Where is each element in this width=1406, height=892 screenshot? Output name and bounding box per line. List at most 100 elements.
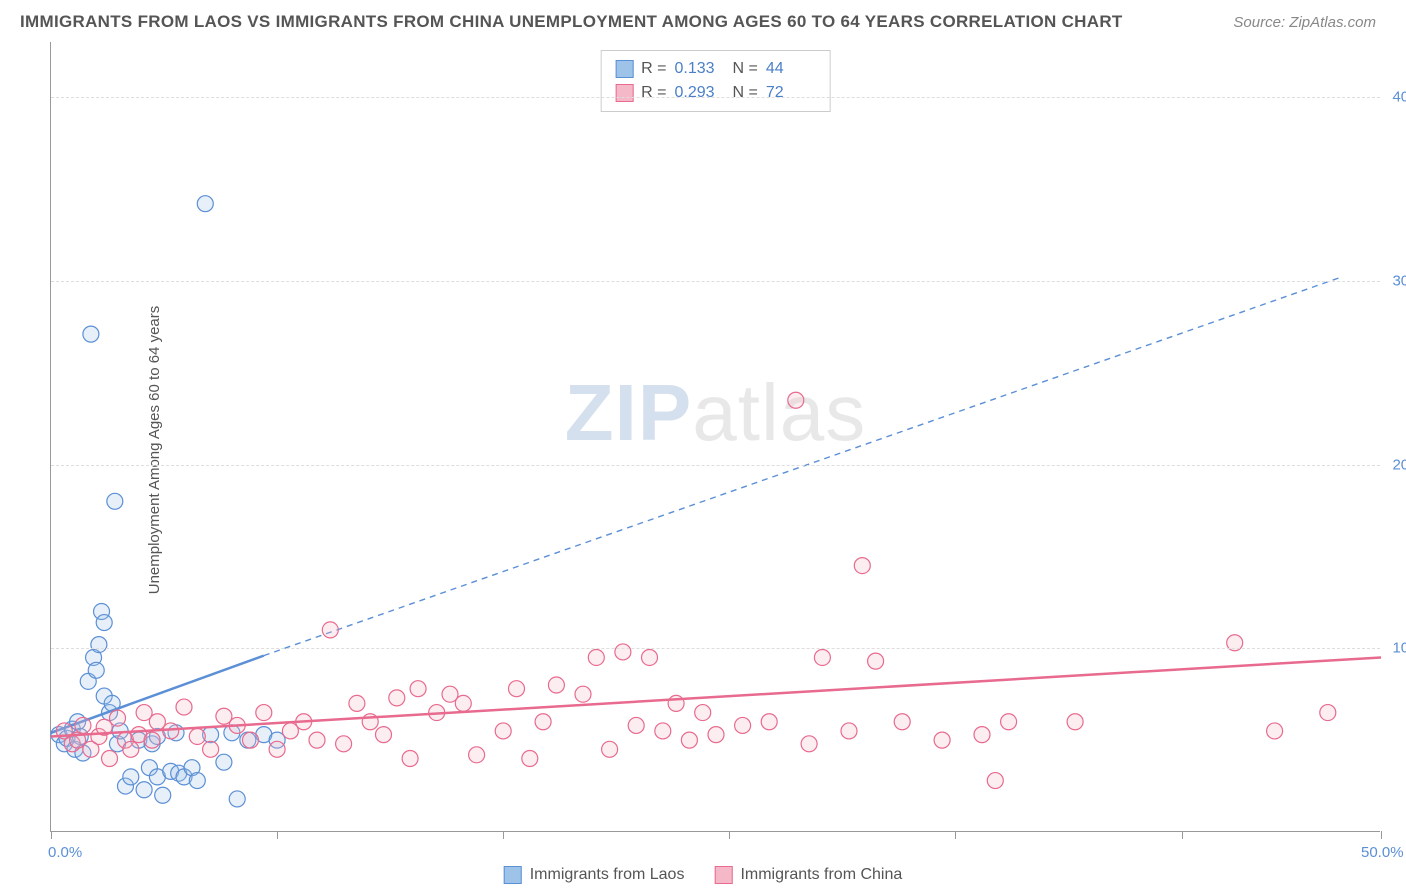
scatter-svg — [51, 42, 1380, 831]
scatter-point — [189, 773, 205, 789]
x-tick — [277, 831, 278, 839]
r-label: R = — [641, 57, 666, 81]
scatter-point — [801, 736, 817, 752]
scatter-point — [509, 681, 525, 697]
scatter-point — [216, 754, 232, 770]
scatter-point — [123, 741, 139, 757]
n-value: 44 — [766, 57, 816, 81]
scatter-point — [110, 710, 126, 726]
scatter-point — [197, 196, 213, 212]
regression-line — [51, 657, 1381, 736]
source-attribution: Source: ZipAtlas.com — [1233, 14, 1376, 31]
scatter-point — [602, 741, 618, 757]
scatter-point — [642, 649, 658, 665]
scatter-point — [868, 653, 884, 669]
scatter-point — [256, 705, 272, 721]
scatter-point — [548, 677, 564, 693]
scatter-point — [91, 637, 107, 653]
scatter-point — [203, 741, 219, 757]
legend-item: Immigrants from Laos — [504, 866, 685, 884]
source-name: ZipAtlas.com — [1289, 14, 1376, 31]
x-tick — [955, 831, 956, 839]
legend-swatch — [615, 60, 633, 78]
scatter-point — [410, 681, 426, 697]
scatter-point — [761, 714, 777, 730]
scatter-point — [136, 782, 152, 798]
y-tick-label: 20.0% — [1392, 456, 1406, 473]
scatter-point — [588, 649, 604, 665]
scatter-point — [176, 699, 192, 715]
y-tick-label: 40.0% — [1392, 89, 1406, 106]
n-label: N = — [733, 57, 758, 81]
scatter-point — [389, 690, 405, 706]
scatter-point — [1267, 723, 1283, 739]
y-tick-label: 30.0% — [1392, 272, 1406, 289]
scatter-point — [987, 773, 1003, 789]
scatter-point — [535, 714, 551, 730]
scatter-point — [336, 736, 352, 752]
stats-legend-box: R = 0.133 N = 44 R = 0.293 N = 72 — [600, 50, 831, 112]
x-tick-label: 0.0% — [48, 844, 82, 861]
regression-line-extrapolated — [264, 277, 1341, 655]
x-tick — [503, 831, 504, 839]
scatter-point — [155, 787, 171, 803]
scatter-point — [163, 723, 179, 739]
chart-plot-area: ZIPatlas R =0.133N =44R =0.293N =72 10.0… — [50, 42, 1380, 832]
scatter-point — [309, 732, 325, 748]
legend-item: Immigrants from China — [714, 866, 902, 884]
scatter-point — [107, 493, 123, 509]
scatter-point — [1320, 705, 1336, 721]
grid-line — [51, 648, 1380, 649]
scatter-point — [628, 717, 644, 733]
scatter-point — [681, 732, 697, 748]
r-value: 0.293 — [675, 81, 725, 105]
scatter-point — [189, 728, 205, 744]
legend-label: Immigrants from Laos — [530, 866, 685, 884]
scatter-point — [83, 326, 99, 342]
bottom-legend: Immigrants from Laos Immigrants from Chin… — [504, 866, 903, 884]
scatter-point — [735, 717, 751, 733]
r-label: R = — [641, 81, 666, 105]
scatter-point — [894, 714, 910, 730]
scatter-point — [349, 695, 365, 711]
x-tick — [1381, 831, 1382, 839]
scatter-point — [814, 649, 830, 665]
scatter-point — [96, 615, 112, 631]
x-tick — [729, 831, 730, 839]
x-tick — [1182, 831, 1183, 839]
n-label: N = — [733, 81, 758, 105]
stats-row: R = 0.133 N = 44 — [615, 57, 816, 81]
chart-title: IMMIGRANTS FROM LAOS VS IMMIGRANTS FROM … — [20, 12, 1123, 32]
stats-row: R = 0.293 N = 72 — [615, 81, 816, 105]
scatter-point — [469, 747, 485, 763]
grid-line — [51, 465, 1380, 466]
scatter-point — [243, 732, 259, 748]
scatter-point — [615, 644, 631, 660]
scatter-point — [1001, 714, 1017, 730]
scatter-point — [269, 741, 285, 757]
r-value: 0.133 — [675, 57, 725, 81]
source-prefix: Source: — [1233, 14, 1289, 31]
x-tick-label: 50.0% — [1361, 844, 1404, 861]
scatter-point — [144, 732, 160, 748]
scatter-point — [102, 751, 118, 767]
legend-label: Immigrants from China — [740, 866, 902, 884]
scatter-point — [522, 751, 538, 767]
y-tick-label: 10.0% — [1392, 640, 1406, 657]
scatter-point — [575, 686, 591, 702]
scatter-point — [1067, 714, 1083, 730]
scatter-point — [75, 717, 91, 733]
scatter-point — [708, 727, 724, 743]
grid-line — [51, 281, 1380, 282]
scatter-point — [841, 723, 857, 739]
n-value: 72 — [766, 81, 816, 105]
legend-swatch — [504, 866, 522, 884]
scatter-point — [376, 727, 392, 743]
grid-line — [51, 97, 1380, 98]
scatter-point — [495, 723, 511, 739]
scatter-point — [402, 751, 418, 767]
scatter-point — [88, 662, 104, 678]
scatter-point — [854, 558, 870, 574]
scatter-point — [123, 769, 139, 785]
scatter-point — [322, 622, 338, 638]
